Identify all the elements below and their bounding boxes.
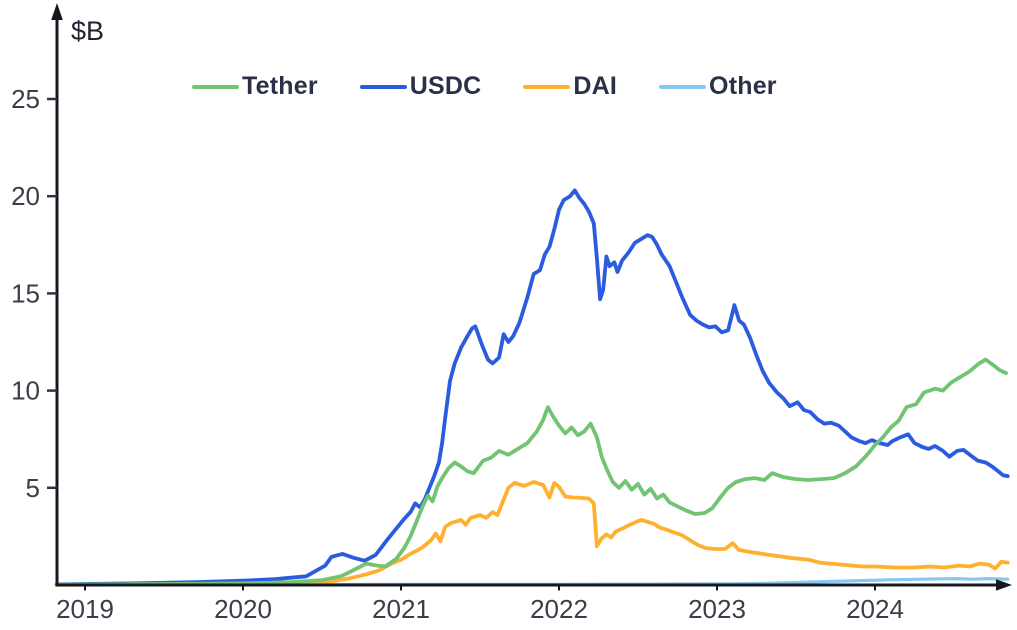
x-tick-label: 2019: [56, 594, 114, 624]
legend-swatch-tether: [192, 84, 239, 89]
series-line-usdc: [54, 188, 1010, 587]
y-tick-label: 25: [11, 84, 40, 114]
x-tick-label: 2021: [372, 594, 430, 624]
legend-swatch-other: [659, 84, 707, 89]
y-tick-label: 20: [11, 181, 40, 211]
legend-label-usdc: USDC: [409, 72, 482, 100]
series-line-dai: [54, 480, 1010, 587]
legend-label-dai: DAI: [573, 72, 618, 100]
legend-item-tether: Tether: [192, 72, 318, 101]
legend-label-other: Other: [709, 72, 777, 100]
legend-item-usdc: USDC: [359, 72, 482, 101]
y-axis-unit-label: $B: [71, 16, 105, 46]
legend-item-other: Other: [659, 72, 777, 101]
x-tick-label: 2024: [846, 594, 904, 624]
y-tick-label: 10: [11, 376, 40, 406]
x-tick-label: 2022: [530, 594, 588, 624]
x-tick-label: 2023: [688, 594, 746, 624]
x-tick-label: 2020: [214, 594, 272, 624]
series-line-tether: [54, 357, 1008, 587]
legend-label-tether: Tether: [242, 72, 318, 100]
y-tick-label: 15: [11, 278, 40, 308]
legend-item-dai: DAI: [523, 72, 617, 101]
legend: Tether USDC DAI Other: [192, 72, 777, 101]
y-tick-label: 5: [26, 473, 40, 503]
legend-swatch-dai: [523, 84, 571, 89]
x-axis-arrow-icon: [996, 579, 1012, 591]
y-axis-arrow-icon: [51, 3, 63, 20]
legend-swatch-usdc: [359, 84, 407, 89]
